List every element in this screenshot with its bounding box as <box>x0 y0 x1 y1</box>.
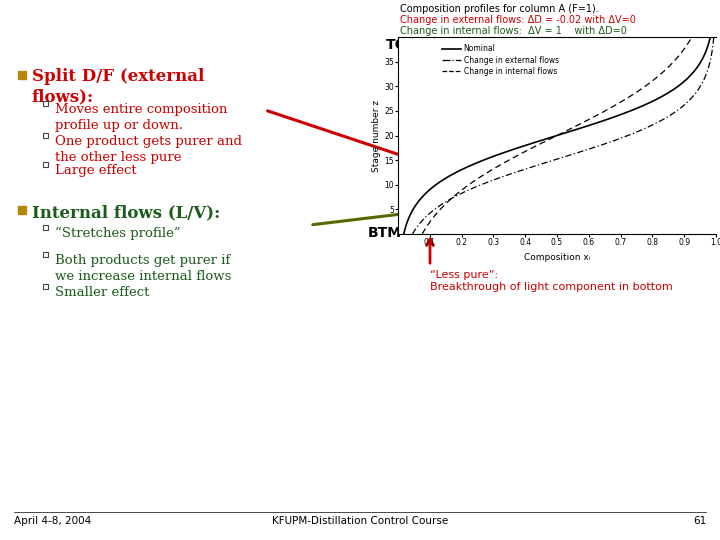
Text: Change in internal flows:  ΔV = 1    with ΔD=0: Change in internal flows: ΔV = 1 with ΔD… <box>400 26 627 36</box>
Text: BTM: BTM <box>368 226 402 240</box>
Bar <box>42 132 48 138</box>
Bar <box>42 252 48 256</box>
Text: KFUPM-Distillation Control Course: KFUPM-Distillation Control Course <box>272 516 448 526</box>
Text: Smaller effect: Smaller effect <box>55 286 149 299</box>
X-axis label: Composition xᵢ: Composition xᵢ <box>524 253 590 262</box>
Bar <box>42 100 48 105</box>
Text: Large effect: Large effect <box>55 164 137 177</box>
Y-axis label: Stage number z: Stage number z <box>372 99 382 172</box>
Bar <box>18 206 26 214</box>
Legend: Nominal, Change in external flows, Change in internal flows: Nominal, Change in external flows, Chang… <box>440 43 560 77</box>
Text: “Stretches profile”: “Stretches profile” <box>55 227 181 240</box>
Text: Both products get purer if
we increase internal flows: Both products get purer if we increase i… <box>55 254 231 283</box>
Bar <box>42 284 48 288</box>
Text: One product gets purer and
the other less pure: One product gets purer and the other les… <box>55 135 242 164</box>
Text: “Less pure”:: “Less pure”: <box>430 270 498 280</box>
Text: Composition profiles for column A (F=1).: Composition profiles for column A (F=1). <box>400 4 599 14</box>
Text: April 4-8, 2004: April 4-8, 2004 <box>14 516 91 526</box>
Text: Change in external flows: ΔD = -0.02 with ΔV=0: Change in external flows: ΔD = -0.02 wit… <box>400 15 636 25</box>
Text: 61: 61 <box>693 516 706 526</box>
Bar <box>42 161 48 166</box>
Text: Moves entire composition
profile up or down.: Moves entire composition profile up or d… <box>55 103 228 132</box>
Text: TOP: TOP <box>386 38 418 52</box>
Text: Split D/F (external
flows):: Split D/F (external flows): <box>32 68 204 105</box>
Text: Breakthrough of light component in bottom: Breakthrough of light component in botto… <box>430 282 672 292</box>
Text: Internal flows (L/V):: Internal flows (L/V): <box>32 204 220 221</box>
Bar <box>18 71 26 79</box>
Bar <box>42 225 48 230</box>
